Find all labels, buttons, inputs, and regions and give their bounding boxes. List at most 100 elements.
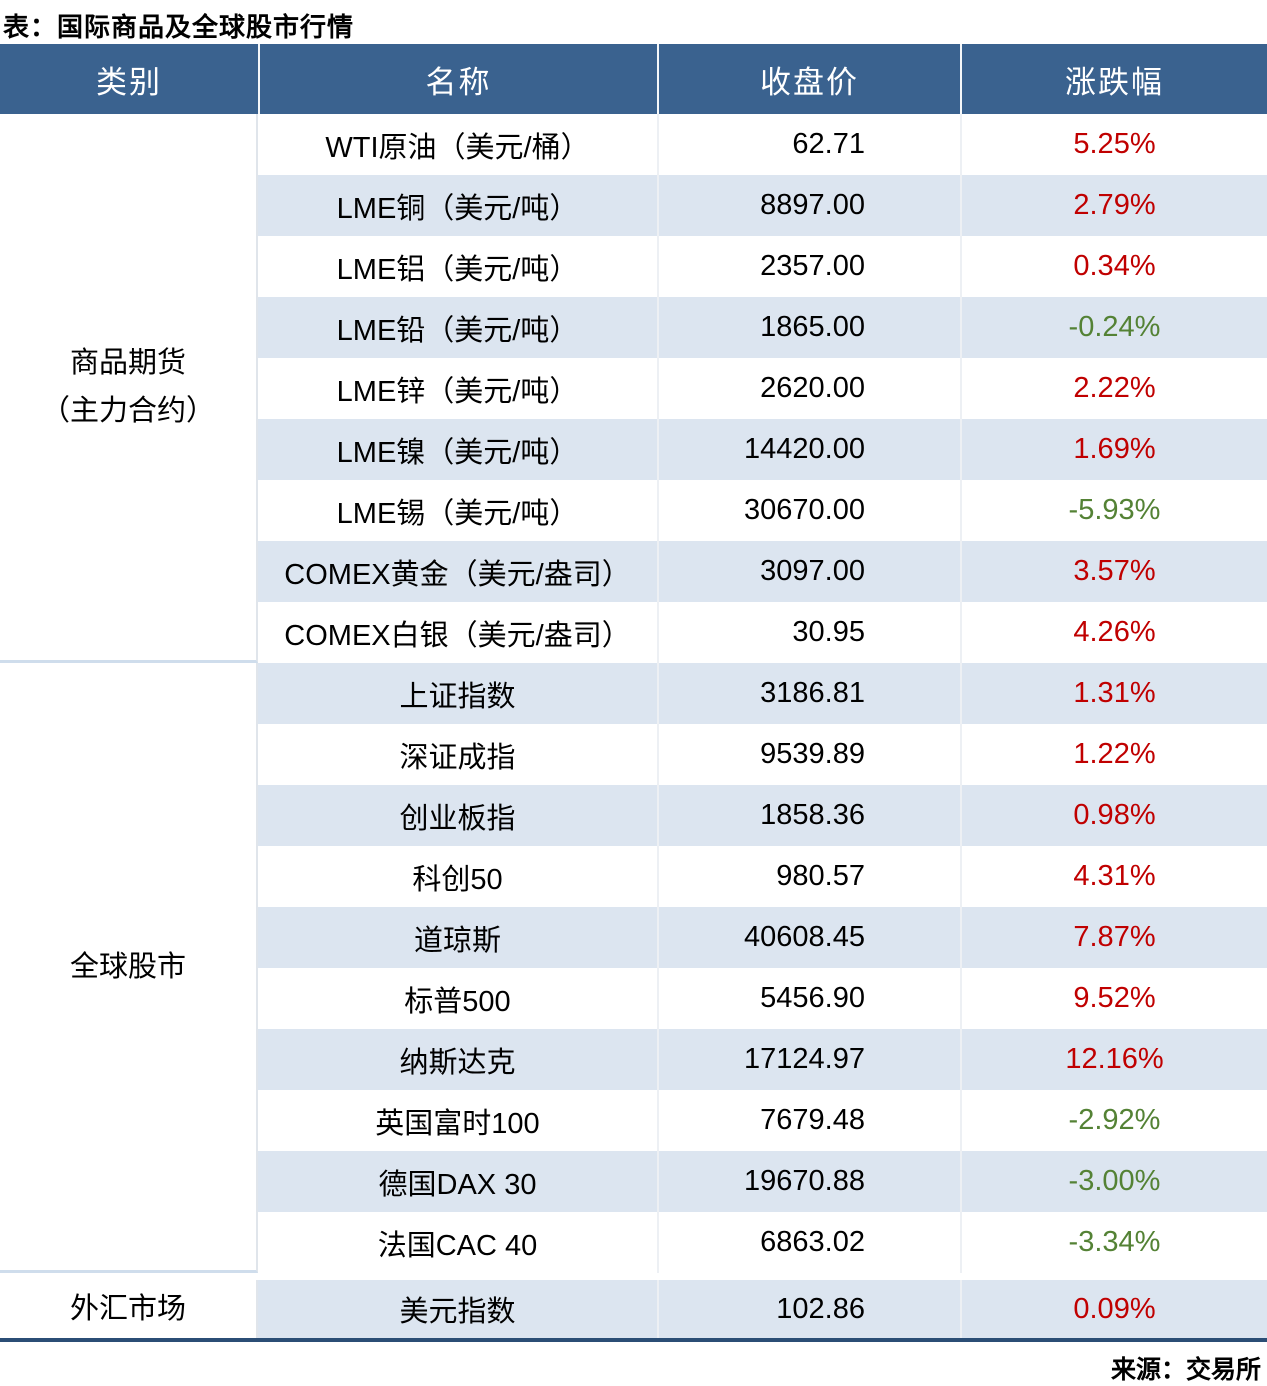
row-name: LME锌（美元/吨） [336, 375, 579, 408]
row-name: 美元指数 [399, 1296, 516, 1328]
table-row: LME铅（美元/吨） 1865.00 -0.24% [258, 297, 1267, 358]
table-row: COMEX白银（美元/盎司） 30.95 4.26% [258, 602, 1267, 663]
row-change: -0.24% [960, 297, 1267, 358]
table-row: LME锌（美元/吨） 2620.00 2.22% [258, 358, 1267, 419]
row-change: 2.22% [960, 358, 1267, 419]
row-name: 创业板指 [399, 802, 516, 835]
header-change: 涨跌幅 [960, 44, 1267, 114]
row-change: 1.69% [960, 419, 1267, 480]
row-close: 19670.88 [657, 1151, 960, 1212]
source-note: 来源：交易所 [1110, 1356, 1261, 1384]
row-change: -3.00% [960, 1151, 1267, 1212]
table-row: 上证指数 3186.81 1.31% [258, 663, 1267, 724]
category-cell: 全球股市 [0, 663, 258, 1273]
table-row: LME镍（美元/吨） 14420.00 1.69% [258, 419, 1267, 480]
table-row: WTI原油（美元/桶） 62.71 5.25% [258, 114, 1267, 175]
row-change: -3.34% [960, 1212, 1267, 1273]
row-change: 0.98% [960, 785, 1267, 846]
row-close: 6863.02 [657, 1212, 960, 1273]
row-close: 62.71 [657, 114, 960, 175]
category-cell: 商品期货 （主力合约） [0, 114, 258, 663]
table-row: 纳斯达克 17124.97 12.16% [258, 1029, 1267, 1090]
row-change: 5.25% [960, 114, 1267, 175]
table-row: 英国富时100 7679.48 -2.92% [258, 1090, 1267, 1151]
table-row: COMEX黄金（美元/盎司） 3097.00 3.57% [258, 541, 1267, 602]
table-bottom-border [0, 1338, 1267, 1342]
row-close: 30670.00 [657, 480, 960, 541]
row-name: LME锡（美元/吨） [336, 497, 579, 530]
row-close: 14420.00 [657, 419, 960, 480]
table-section: 全球股市 上证指数 3186.81 1.31% 深证成指 9539.89 1.22% 创业板指… [0, 663, 1267, 1273]
table-row: LME铜（美元/吨） 8897.00 2.79% [258, 175, 1267, 236]
row-close: 1858.36 [657, 785, 960, 846]
category-label: 全球股市 [69, 950, 186, 983]
row-close: 30.95 [657, 602, 960, 663]
row-close: 1865.00 [657, 297, 960, 358]
table-row: 深证成指 9539.89 1.22% [258, 724, 1267, 785]
table-row: 科创50 980.57 4.31% [258, 846, 1267, 907]
row-name: LME铅（美元/吨） [336, 314, 579, 347]
table-section: 外汇市场 美元指数 102.86 0.09% [0, 1280, 1267, 1338]
row-close: 17124.97 [657, 1029, 960, 1090]
row-change: 7.87% [960, 907, 1267, 968]
table-section: 商品期货 （主力合约） WTI原油（美元/桶） 62.71 5.25% LME铜（美元/吨… [0, 114, 1267, 663]
header-name: 名称 [258, 44, 657, 114]
row-change: 4.26% [960, 602, 1267, 663]
section-rows: 上证指数 3186.81 1.31% 深证成指 9539.89 1.22% 创业板指 1858… [258, 663, 1267, 1273]
row-name: 纳斯达克 [399, 1046, 516, 1079]
row-close: 5456.90 [657, 968, 960, 1029]
category-label: 外汇市场 [69, 1293, 186, 1325]
section-rows: 美元指数 102.86 0.09% [258, 1280, 1267, 1338]
row-name: 深证成指 [399, 741, 516, 774]
row-name: 英国富时100 [375, 1107, 540, 1140]
table-header-row: 类别 名称 收盘价 涨跌幅 [0, 44, 1267, 114]
row-change: 9.52% [960, 968, 1267, 1029]
table-row: 创业板指 1858.36 0.98% [258, 785, 1267, 846]
row-name: LME铜（美元/吨） [336, 192, 579, 225]
row-change: 4.31% [960, 846, 1267, 907]
row-name: 上证指数 [399, 680, 516, 713]
row-name: 法国CAC 40 [377, 1229, 538, 1262]
table-row: LME铝（美元/吨） 2357.00 0.34% [258, 236, 1267, 297]
row-change: 0.09% [960, 1280, 1267, 1338]
row-change: 12.16% [960, 1029, 1267, 1090]
section-rows: WTI原油（美元/桶） 62.71 5.25% LME铜（美元/吨） 8897.00 2.… [258, 114, 1267, 663]
page-title: 表：国际商品及全球股市行情 [3, 12, 355, 42]
table-body: 商品期货 （主力合约） WTI原油（美元/桶） 62.71 5.25% LME铜（美元/吨… [0, 114, 1267, 1338]
row-change: 1.22% [960, 724, 1267, 785]
header-category: 类别 [96, 64, 162, 100]
row-close: 7679.48 [657, 1090, 960, 1151]
header-close: 收盘价 [657, 44, 960, 114]
row-change: 1.31% [960, 663, 1267, 724]
row-name: LME铝（美元/吨） [336, 253, 579, 286]
table-row: 道琼斯 40608.45 7.87% [258, 907, 1267, 968]
row-change: -2.92% [960, 1090, 1267, 1151]
row-change: 3.57% [960, 541, 1267, 602]
table-row: 美元指数 102.86 0.09% [258, 1280, 1267, 1338]
table-row: LME锡（美元/吨） 30670.00 -5.93% [258, 480, 1267, 541]
row-close: 8897.00 [657, 175, 960, 236]
row-name: 德国DAX 30 [378, 1168, 537, 1201]
row-name: COMEX黄金（美元/盎司） [284, 558, 631, 591]
row-name: LME镍（美元/吨） [336, 436, 579, 469]
table-row: 标普500 5456.90 9.52% [258, 968, 1267, 1029]
row-name: WTI原油（美元/桶） [325, 131, 590, 164]
row-change: 2.79% [960, 175, 1267, 236]
market-table: 类别 名称 收盘价 涨跌幅 商品期货 （主力合约） WTI原油（美元/桶） 62.71… [0, 44, 1267, 1342]
row-change: 0.34% [960, 236, 1267, 297]
row-close: 40608.45 [657, 907, 960, 968]
row-close: 2620.00 [657, 358, 960, 419]
row-close: 102.86 [657, 1280, 960, 1338]
row-name: 道琼斯 [413, 924, 501, 957]
table-row: 德国DAX 30 19670.88 -3.00% [258, 1151, 1267, 1212]
category-label: 商品期货 [69, 347, 186, 379]
row-close: 9539.89 [657, 724, 960, 785]
row-name: 标普500 [404, 985, 511, 1018]
row-close: 2357.00 [657, 236, 960, 297]
row-name: COMEX白银（美元/盎司） [284, 619, 631, 652]
category-label: （主力合约） [40, 395, 215, 427]
row-close: 3097.00 [657, 541, 960, 602]
row-change: -5.93% [960, 480, 1267, 541]
category-cell: 外汇市场 [0, 1280, 258, 1338]
